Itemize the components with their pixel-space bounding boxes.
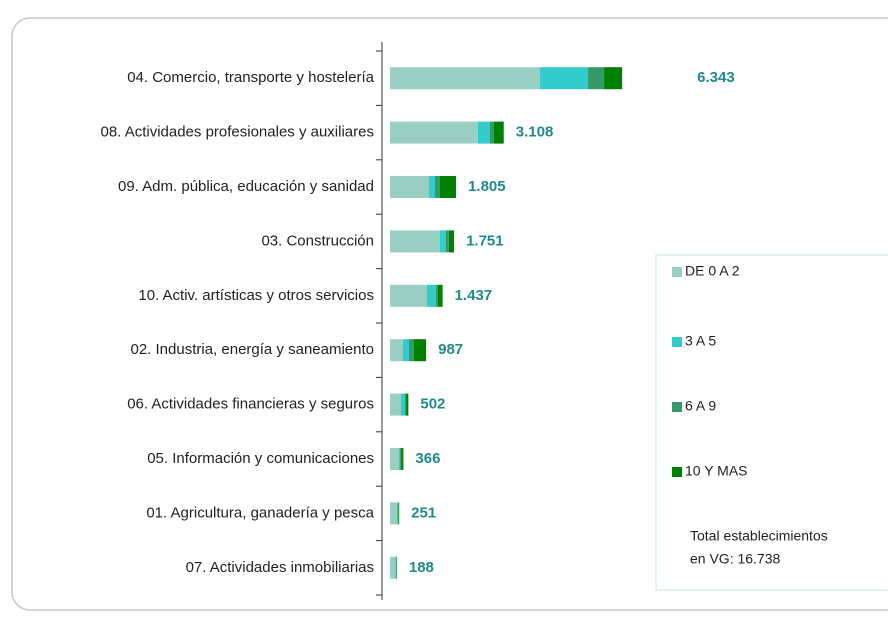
bar-segment <box>477 121 490 144</box>
bar-segment <box>409 339 414 362</box>
legend-label: 3 A 5 <box>685 333 716 349</box>
value-label: 251 <box>411 504 436 521</box>
category-label: 06. Actividades financieras y seguros <box>127 396 374 413</box>
bar-segment <box>437 284 443 307</box>
bar-segment <box>435 284 438 307</box>
value-label: 1.437 <box>455 287 493 304</box>
value-label: 1.751 <box>466 232 504 249</box>
bar-segment <box>400 393 406 416</box>
legend-swatch <box>672 467 682 477</box>
bar-segment <box>402 339 410 362</box>
legend-box <box>655 254 888 591</box>
bar-segment <box>390 230 440 253</box>
note: Total establecimientos <box>690 528 828 544</box>
legend-label: 10 Y MAS <box>685 463 748 479</box>
value-label: 188 <box>409 559 434 576</box>
category-label: 02. Industria, energía y saneamiento <box>131 341 375 358</box>
bar-segment <box>435 176 440 198</box>
value-label: 987 <box>438 341 463 358</box>
category-label: 10. Activ. artísticas y otros servicios <box>138 287 374 304</box>
category-label: 04. Comercio, transporte y hostelería <box>127 69 374 86</box>
bar-segment <box>400 448 402 470</box>
bar-segment <box>398 448 401 470</box>
bar-segment <box>398 502 399 525</box>
bar-segment <box>439 230 446 253</box>
category-label: 01. Agricultura, ganadería y pesca <box>146 504 374 521</box>
bar-segment <box>390 448 399 470</box>
bar-segment <box>439 176 457 198</box>
bar-segment <box>390 284 427 307</box>
bar-segment <box>396 502 399 525</box>
bar-segment <box>390 121 478 144</box>
bar-segment <box>405 393 407 416</box>
value-label: 6.343 <box>697 69 735 86</box>
bar-segment <box>540 67 589 90</box>
bar-segment <box>413 339 427 362</box>
bar-segment <box>604 67 623 90</box>
note: en VG: 16.738 <box>690 551 781 567</box>
value-label: 3.108 <box>516 124 554 141</box>
bar-segment <box>390 556 396 579</box>
category-label: 09. Adm. pública, educación y sanidad <box>118 178 374 195</box>
legend-label: DE 0 A 2 <box>685 263 740 279</box>
bar-segment <box>390 67 541 90</box>
bar-segment <box>401 448 404 470</box>
legend-swatch <box>672 337 682 347</box>
category-label: 07. Actividades inmobiliarias <box>186 559 374 576</box>
value-label: 1.805 <box>468 178 506 195</box>
category-label: 05. Información y comunicaciones <box>147 450 374 467</box>
category-label: 03. Construcción <box>261 232 374 249</box>
bar-segment <box>489 121 494 144</box>
category-label: 08. Actividades profesionales y auxiliar… <box>101 124 375 141</box>
bar-segment <box>448 230 455 253</box>
bar-segment <box>390 176 429 198</box>
value-label: 366 <box>415 450 440 467</box>
bar-segment <box>390 393 401 416</box>
bar-segment <box>493 121 504 144</box>
bar-segment <box>398 502 400 525</box>
bar-segment <box>406 393 409 416</box>
value-label: 502 <box>420 396 445 413</box>
bar-segment <box>426 284 436 307</box>
bar-segment <box>428 176 436 198</box>
legend-label: 6 A 9 <box>685 398 716 414</box>
bar-segment <box>390 339 403 362</box>
bar-segment <box>395 556 397 579</box>
bar-segment <box>445 230 449 253</box>
legend-swatch <box>672 402 682 412</box>
bar-segment <box>588 67 605 90</box>
legend-swatch <box>672 267 682 277</box>
bar-segment <box>390 502 397 525</box>
